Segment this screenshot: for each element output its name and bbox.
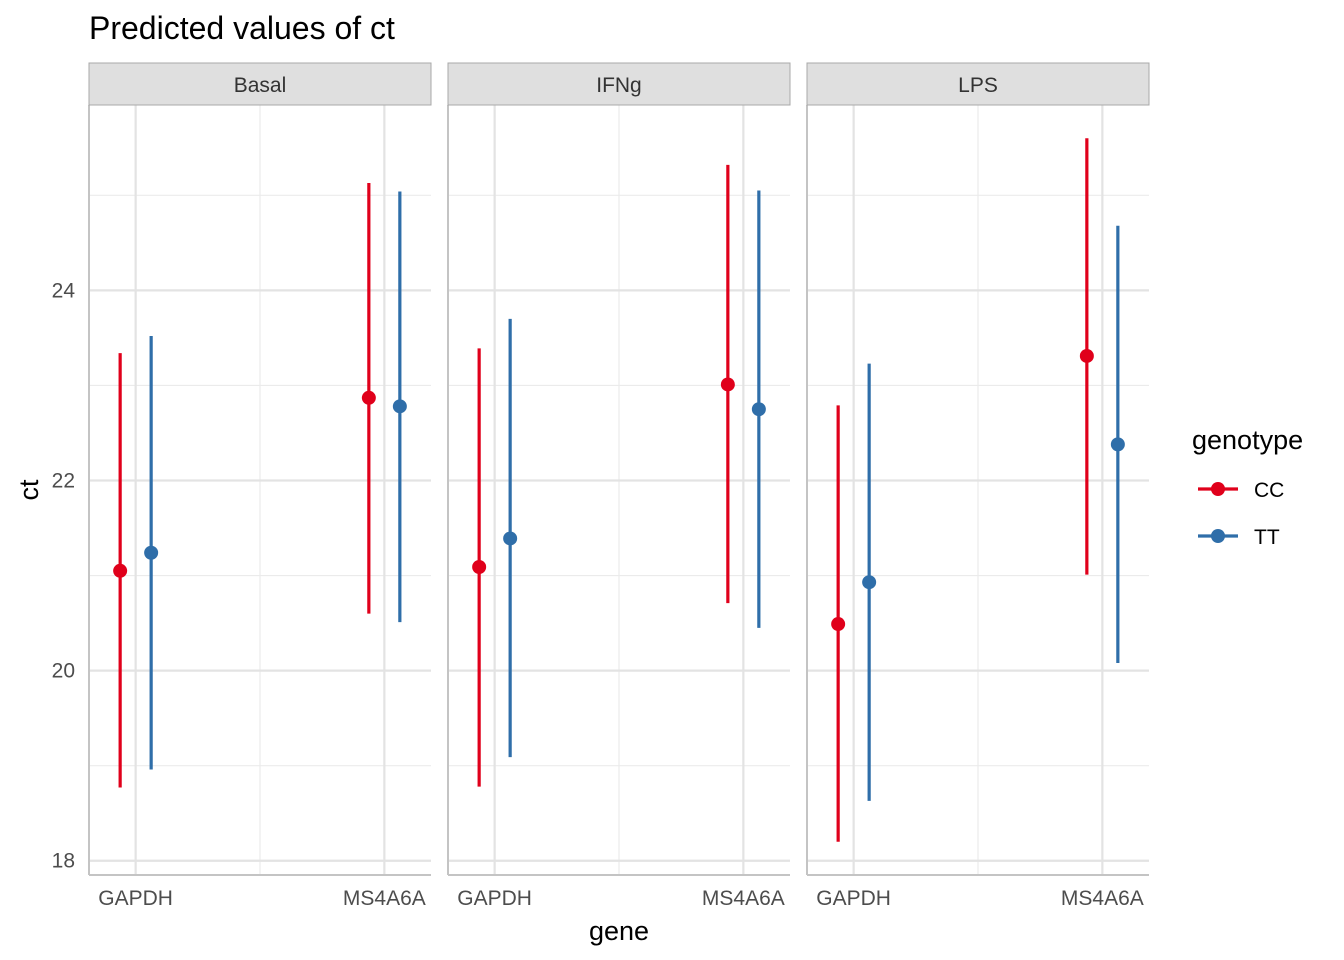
x-axis-title: gene bbox=[589, 916, 649, 946]
data-point-tt bbox=[751, 402, 766, 417]
data-point-cc bbox=[831, 617, 846, 632]
data-point-tt bbox=[1110, 437, 1125, 452]
x-tick-label: GAPDH bbox=[98, 887, 173, 910]
facet-strip-label: LPS bbox=[958, 74, 998, 97]
legend-title: genotype bbox=[1192, 425, 1303, 455]
y-axis-title: ct bbox=[14, 479, 44, 501]
facet-strip-label: Basal bbox=[234, 74, 287, 97]
facet-strip bbox=[88, 62, 432, 106]
legend-key-point bbox=[1211, 482, 1225, 496]
x-tick-label: MS4A6A bbox=[702, 887, 785, 910]
chart-title: Predicted values of ct bbox=[89, 10, 395, 46]
data-point-cc bbox=[720, 377, 735, 392]
x-tick-label: MS4A6A bbox=[343, 887, 426, 910]
data-point-tt bbox=[144, 545, 159, 560]
x-tick-label: GAPDH bbox=[816, 887, 891, 910]
x-tick-label: MS4A6A bbox=[1061, 887, 1144, 910]
data-point-cc bbox=[361, 390, 376, 405]
y-tick-label: 24 bbox=[52, 279, 76, 302]
x-tick-label: GAPDH bbox=[457, 887, 532, 910]
data-point-cc bbox=[113, 563, 128, 578]
facet-strip bbox=[447, 62, 791, 106]
legend-label: CC bbox=[1254, 479, 1284, 502]
y-tick-label: 22 bbox=[52, 469, 75, 492]
data-point-cc bbox=[472, 560, 487, 574]
data-point-cc bbox=[1079, 348, 1094, 363]
data-point-tt bbox=[862, 575, 877, 590]
y-tick-label: 20 bbox=[52, 660, 75, 683]
data-point-tt bbox=[392, 399, 407, 414]
legend-key-point bbox=[1211, 529, 1225, 543]
facet-strip-label: IFNg bbox=[596, 74, 642, 97]
facet-strip bbox=[806, 62, 1150, 106]
y-tick-label: 18 bbox=[52, 850, 75, 873]
data-point-tt bbox=[503, 531, 518, 546]
legend-label: TT bbox=[1254, 526, 1280, 549]
